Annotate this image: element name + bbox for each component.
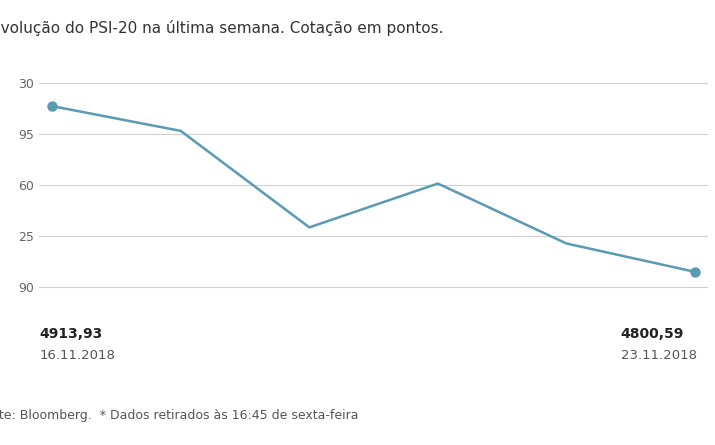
Text: 4913,93: 4913,93: [39, 327, 102, 341]
Text: 16.11.2018: 16.11.2018: [39, 349, 115, 362]
Text: 4800,59: 4800,59: [621, 327, 684, 341]
Text: 23.11.2018: 23.11.2018: [621, 349, 696, 362]
Text: Evolução do PSI-20 na última semana. Cotação em pontos.: Evolução do PSI-20 na última semana. Cot…: [0, 20, 444, 36]
Text: nte: Bloomberg.  * Dados retirados às 16:45 de sexta-feira: nte: Bloomberg. * Dados retirados às 16:…: [0, 409, 359, 422]
